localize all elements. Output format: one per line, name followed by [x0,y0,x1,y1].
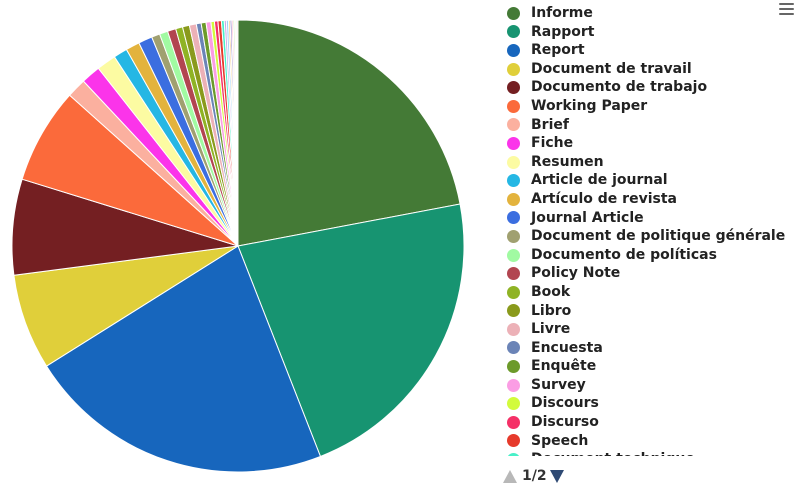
legend-swatch [507,229,520,243]
legend-label: Policy Note [531,265,621,282]
legend-item[interactable]: Policy Note [504,264,797,283]
legend: Informe Rapport Report Document de travail D… [504,4,797,456]
legend-item[interactable]: Rapport [504,23,797,42]
legend-item[interactable]: Document de politique générale [504,227,797,246]
legend-swatch [507,360,520,374]
legend-label: Resumen [531,153,604,170]
legend-item[interactable]: Document de travail [504,60,797,79]
legend-swatch [507,285,520,299]
legend-item[interactable]: Journal Article [504,209,797,228]
legend-label: Survey [531,376,586,393]
legend-item[interactable]: Discours [504,394,797,413]
legend-item[interactable]: Documento de políticas [504,246,797,265]
legend-label: Rapport [531,23,595,40]
legend-label: Report [531,42,585,59]
hamburger-menu-icon[interactable] [779,3,794,17]
legend-label: Discurso [531,414,599,431]
legend-item[interactable]: Speech [504,432,797,451]
legend-item[interactable]: Resumen [504,153,797,172]
legend-label: Speech [531,432,589,449]
legend-label: Encuesta [531,339,603,356]
legend-label: Document technique [531,450,695,456]
legend-pager: 1/2 [503,466,564,486]
legend-label: Informe [531,5,593,21]
legend-swatch [507,378,520,392]
pie-slice-1[interactable] [237,203,465,458]
legend-swatch [507,174,520,188]
legend-label: Artículo de revista [531,190,677,207]
legend-swatch [507,43,520,57]
legend-swatch [507,322,520,336]
legend-label: Article de journal [531,172,668,189]
legend-swatch [507,155,520,169]
legend-label: Livre [531,321,571,338]
legend-label: Fiche [531,135,574,152]
legend-label: Enquête [531,358,597,375]
legend-swatch [507,136,520,150]
legend-label: Documento de trabajo [531,79,708,96]
legend-swatch [507,341,520,355]
legend-item[interactable]: Enquête [504,357,797,376]
legend-label: Journal Article [531,209,644,226]
legend-swatch [507,415,520,429]
triangle-down-icon[interactable] [549,469,564,483]
legend-item[interactable]: Brief [504,116,797,135]
legend-item[interactable]: Survey [504,376,797,395]
pie-chart [11,19,465,473]
legend-label: Documento de políticas [531,246,717,263]
legend-label: Libro [531,302,572,319]
legend-label: Working Paper [531,97,648,114]
legend-swatch [507,6,520,20]
legend-swatch [507,62,520,76]
legend-swatch [507,397,520,411]
legend-label: Document de travail [531,60,692,77]
legend-item[interactable]: Libro [504,302,797,321]
legend-item[interactable]: Documento de trabajo [504,78,797,97]
legend-swatch [507,304,520,318]
legend-swatch [507,118,520,132]
legend-swatch [507,248,520,262]
legend-item[interactable]: Report [504,41,797,60]
legend-item[interactable]: Book [504,283,797,302]
legend-label: Book [531,283,571,300]
legend-item[interactable]: Informe [504,4,797,23]
triangle-up-icon[interactable] [503,469,517,483]
legend-swatch [507,192,520,206]
legend-item[interactable]: Working Paper [504,97,797,116]
legend-label: Document de politique générale [531,228,786,245]
legend-item[interactable]: Document technique [504,450,797,456]
legend-swatch [507,434,520,448]
legend-item[interactable]: Discurso [504,413,797,432]
pie-slice-2[interactable] [45,245,322,473]
legend-swatch [507,453,520,456]
legend-item[interactable]: Article de journal [504,171,797,190]
legend-swatch [507,99,520,113]
pie-slice-0[interactable] [237,19,461,247]
legend-label: Brief [531,116,569,133]
legend-item[interactable]: Artículo de revista [504,190,797,209]
legend-page-indicator: 1/2 [522,468,547,484]
legend-swatch [507,267,520,281]
legend-swatch [507,25,520,39]
legend-item[interactable]: Fiche [504,134,797,153]
legend-item[interactable]: Livre [504,320,797,339]
legend-item[interactable]: Encuesta [504,339,797,358]
legend-label: Discours [531,395,599,412]
legend-swatch [507,211,520,225]
legend-swatch [507,81,520,95]
pie-slice-33[interactable] [236,19,239,247]
